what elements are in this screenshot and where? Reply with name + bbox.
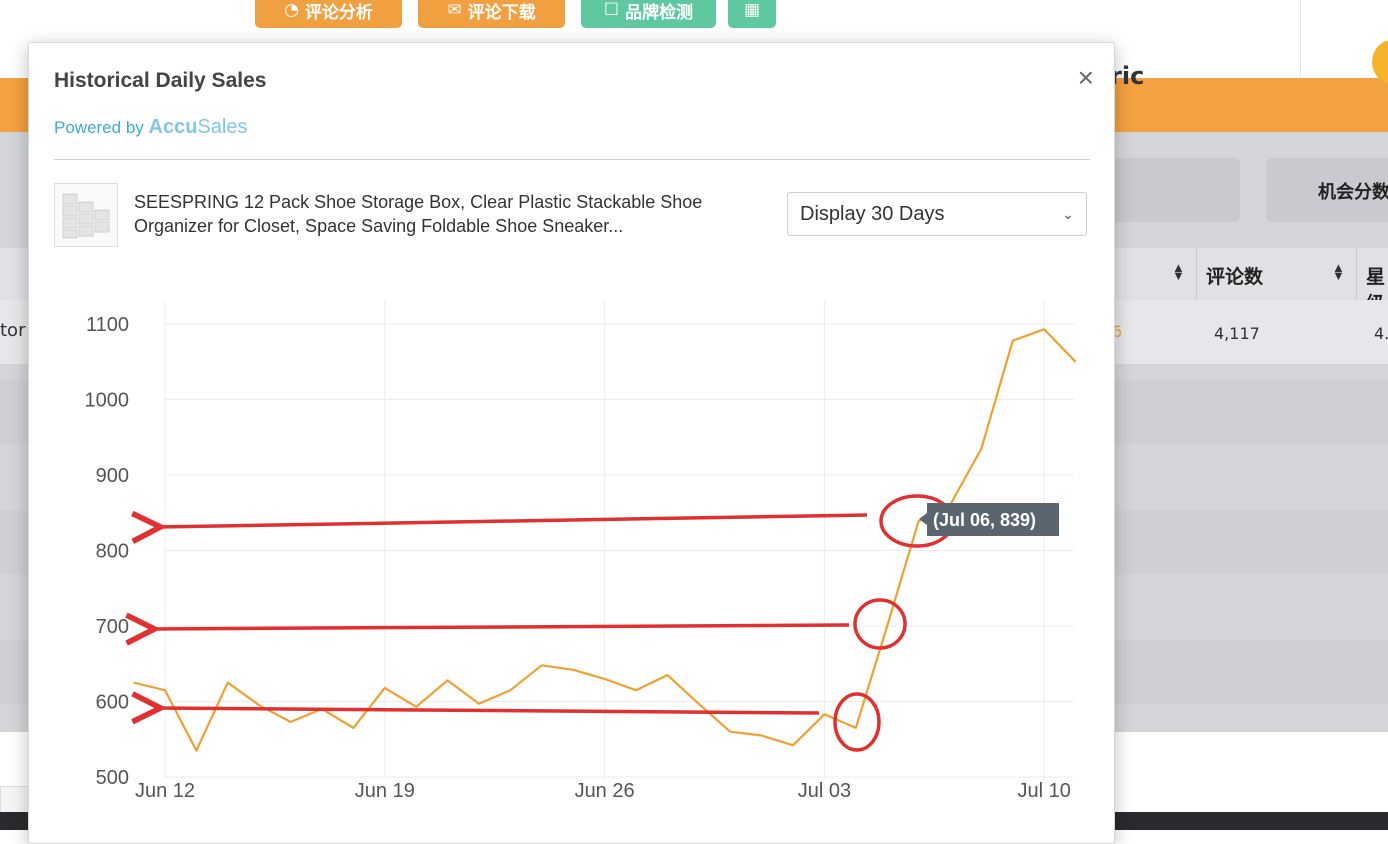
y-tick-label: 600 xyxy=(96,692,129,714)
display-days-value: Display 30 Days xyxy=(800,202,945,225)
sales-line-chart: 500 600 700 800 900 1000 1100 Jun 12 Jun 19 Jun 2… xyxy=(85,301,1077,802)
sales-series-line xyxy=(133,328,1077,752)
tooltip: (Jul 06, 839) xyxy=(919,503,1059,536)
y-tick-label: 700 xyxy=(96,616,129,638)
partial-heading: ric xyxy=(1110,62,1145,90)
clipboard-icon: ☐ xyxy=(603,0,620,20)
opportunity-score-filter[interactable]: 机会分数 xyxy=(1266,158,1388,222)
rating-cell: 4. xyxy=(1374,324,1388,343)
sort-icon[interactable]: ▲ ▼ xyxy=(1332,260,1345,283)
y-tick-label: 1000 xyxy=(85,390,130,412)
close-button[interactable]: × xyxy=(1077,62,1094,93)
row-orange-value: 6 xyxy=(1112,322,1123,341)
chart-grid: 500 600 700 800 900 1000 1100 Jun 12 Jun 19 Jun 2… xyxy=(85,301,1074,802)
annotation-arrow xyxy=(157,515,868,527)
product-title[interactable]: SEESPRING 12 Pack Shoe Storage Box, Clea… xyxy=(134,192,703,236)
y-tick-label: 1100 xyxy=(86,314,129,336)
accusales-logo[interactable]: AccuSales xyxy=(149,116,248,138)
user-avatar[interactable] xyxy=(1372,40,1388,84)
brand-suffix: Sales xyxy=(197,116,248,138)
annotation-circle xyxy=(853,598,907,650)
sort-icon[interactable]: ▲ ▼ xyxy=(1172,260,1185,283)
x-tick-label: Jun 26 xyxy=(575,780,635,802)
chart-series xyxy=(133,328,1077,752)
powered-by-text: Powered by xyxy=(54,118,144,137)
x-tick-label: Jul 03 xyxy=(798,780,851,802)
row-title-partial: tor xyxy=(0,320,26,341)
annotation-arrow xyxy=(151,625,850,629)
divider xyxy=(54,159,1090,160)
y-tick-label: 500 xyxy=(96,767,129,789)
y-tick-label: 900 xyxy=(96,465,129,487)
display-days-select[interactable]: Display 30 Days ⌄ xyxy=(787,192,1087,236)
comment-icon: ✉ xyxy=(447,0,462,20)
review-count-cell: 4,117 xyxy=(1214,324,1260,343)
annotations xyxy=(151,494,955,752)
powered-by: Powered by AccuSales xyxy=(54,116,247,139)
review-download-button[interactable]: ✉ 评论下载 xyxy=(418,0,565,28)
tooltip-text: (Jul 06, 839) xyxy=(933,510,1036,530)
annotation-arrow xyxy=(157,708,820,713)
pie-chart-icon: ◔ xyxy=(284,0,299,20)
historical-sales-modal: Historical Daily Sales × Powered by Accu… xyxy=(28,42,1115,844)
filter-box[interactable] xyxy=(1100,158,1240,222)
y-tick-label: 800 xyxy=(96,541,129,563)
x-tick-label: Jun 19 xyxy=(355,780,415,802)
background-toolbar: ◔ 评论分析 ✉ 评论下载 ☐ 品牌检测 ▦ xyxy=(0,0,1388,40)
product-image xyxy=(62,193,110,239)
review-download-label: 评论下载 xyxy=(467,2,536,23)
modal-title: Historical Daily Sales xyxy=(54,69,267,92)
review-analysis-button[interactable]: ◔ 评论分析 xyxy=(255,0,402,28)
brand-check-label: 品牌检测 xyxy=(625,2,694,23)
brand-prefix: Accu xyxy=(148,116,198,138)
annotation-circle xyxy=(833,692,881,752)
grid-view-button[interactable]: ▦ xyxy=(728,0,776,28)
brand-check-button[interactable]: ☐ 品牌检测 xyxy=(581,0,716,28)
grid-icon: ▦ xyxy=(743,0,761,20)
opportunity-score-label: 机会分数 xyxy=(1318,182,1388,203)
x-tick-label: Jun 12 xyxy=(135,780,195,802)
tooltip-box xyxy=(919,503,1059,536)
review-analysis-label: 评论分析 xyxy=(304,2,373,23)
product-thumbnail xyxy=(54,183,118,247)
x-tick-label: Jul 10 xyxy=(1018,780,1071,802)
chevron-down-icon: ⌄ xyxy=(1062,205,1074,222)
column-header-reviews[interactable]: 评论数 xyxy=(1206,266,1264,288)
